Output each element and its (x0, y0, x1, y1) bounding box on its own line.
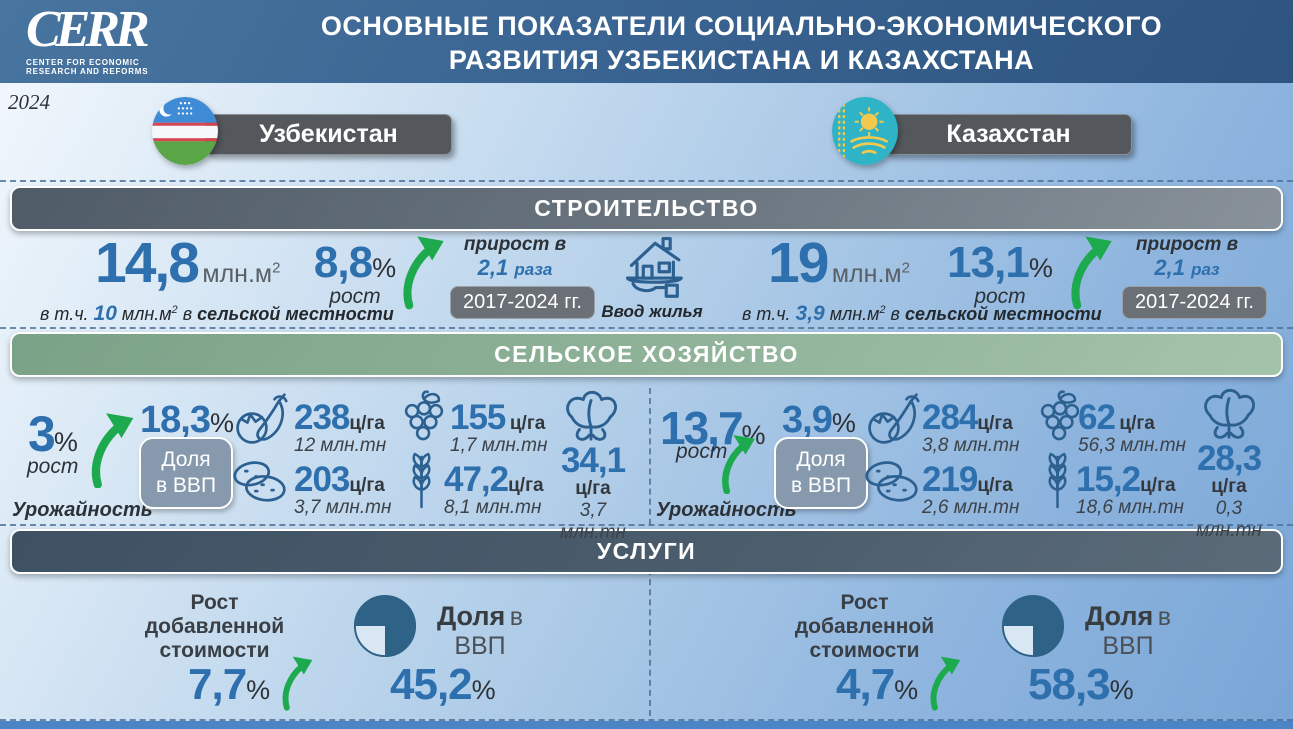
cotton-icon (1198, 386, 1260, 442)
section-agriculture-header: СЕЛЬСКОЕ ХОЗЯЙСТВО (10, 332, 1283, 377)
bottom-strip (0, 721, 1293, 729)
country-label-uzbekistan: Узбекистан (205, 114, 452, 155)
section-construction-header: СТРОИТЕЛЬСТВО (10, 186, 1283, 231)
wheat-icon (408, 451, 435, 511)
pie-chart-icon (352, 593, 418, 659)
grapes-icon (1038, 389, 1082, 446)
uz-crop-potatoes: 203ц/га 3,7 млн.тн (294, 460, 392, 518)
uz-period-badge: 2017-2024 гг. (450, 286, 595, 319)
page-title: ОСНОВНЫЕ ПОКАЗАТЕЛИ СОЦИАЛЬНО-ЭКОНОМИЧЕС… (320, 11, 1163, 75)
pie-chart-icon (1000, 593, 1066, 659)
uz-crop-wheat: 47,2ц/га 8,1 млн.тн (444, 460, 544, 518)
growth-arrow-icon (88, 412, 136, 488)
grapes-icon (402, 389, 446, 446)
vegetables-icon (864, 392, 922, 446)
kz-crop-wheat: 15,2ц/га 18,6 млн.тн (1076, 460, 1185, 518)
uz-gdp-share-box: Доля в ВВП (139, 437, 233, 509)
divider (0, 327, 1293, 329)
wheat-icon (1044, 451, 1071, 511)
uz-agri-growth-label: рост (27, 455, 79, 478)
kz-yield-label: Урожайность (656, 499, 797, 521)
housing-commissioning-label: Ввод жилья (601, 302, 703, 321)
housing-commissioning-icon (614, 233, 690, 301)
divider (0, 719, 1293, 721)
uzbekistan-flag-icon (152, 97, 218, 165)
kz-crop-grapes: 62 ц/га 56,3 млн.тн (1078, 398, 1187, 456)
cerr-logo: CERR CENTER FOR ECONOMIC RESEARCH AND RE… (26, 1, 150, 77)
kz-crop-cotton: 28,3 ц/га 0,3 млн.тн (1196, 439, 1262, 541)
kz-gdp-share-box: Доля в ВВП (774, 437, 868, 509)
kz-agri-growth: 13,7% (660, 402, 766, 454)
cotton-icon (560, 388, 622, 444)
kz-construction-gain: прирост в 2,1 раз (1135, 234, 1239, 280)
kz-gdp-share: 3,9% (782, 399, 856, 441)
growth-arrow-icon (716, 434, 760, 494)
uz-construction-gain: прирост в 2,1 раза (463, 234, 567, 280)
kz-crop-vegetables: 284ц/га 3,8 млн.тн (922, 398, 1020, 456)
growth-arrow-icon (400, 233, 446, 311)
uz-construction-growth: 8,8% рост (313, 238, 397, 308)
kz-gdp-share-title: Доля в ВВП (1084, 601, 1172, 660)
cerr-logo-text: CERR (26, 1, 150, 58)
uz-construction-note: в т.ч. 10 млн.м2 в сельской местности (40, 302, 394, 325)
divider (0, 524, 1293, 526)
uz-crop-grapes: 155 ц/га 1,7 млн.тн (450, 398, 548, 456)
kz-construction-note: в т.ч. 3,9 млн.м2 в сельской местности (742, 302, 1102, 325)
header-band: CERR CENTER FOR ECONOMIC RESEARCH AND RE… (0, 0, 1293, 83)
kz-crop-potatoes: 219ц/га 2,6 млн.тн (922, 460, 1020, 518)
kz-agri-growth-label: рост (676, 440, 728, 463)
uz-gdp-share-title: Доля в ВВП (436, 601, 524, 660)
uz-crop-vegetables: 238ц/га 12 млн.тн (294, 398, 387, 456)
potatoes-icon (230, 459, 288, 505)
section-services-header: УСЛУГИ (10, 529, 1283, 574)
uz-services-label: Рост добавленной стоимости (144, 591, 285, 662)
kz-services-share: 58,3% (1028, 660, 1134, 709)
divider (0, 180, 1293, 182)
kz-services-growth: 4,7% (836, 660, 919, 709)
vegetables-icon (232, 392, 290, 446)
kz-period-badge: 2017-2024 гг. (1122, 286, 1267, 319)
year-label: 2024 (8, 90, 50, 114)
potatoes-icon (862, 459, 920, 505)
growth-arrow-icon (280, 655, 314, 711)
uz-services-growth: 7,7% (188, 660, 271, 709)
cerr-logo-subtext: CENTER FOR ECONOMIC RESEARCH AND REFORMS (26, 58, 149, 76)
growth-arrow-icon (1068, 233, 1114, 311)
uz-gdp-share: 18,3% (140, 399, 234, 441)
uz-agri-growth: 3% (28, 406, 78, 462)
uz-services-share: 45,2% (390, 660, 496, 709)
country-label-kazakhstan: Казахстан (885, 114, 1132, 155)
uz-crop-cotton: 34,1 ц/га 3,7 млн.тн (560, 441, 626, 543)
kazakhstan-flag-icon (832, 97, 898, 165)
growth-arrow-icon (928, 655, 962, 711)
kz-housing-volume: 19 млн.м2 (768, 231, 910, 295)
uz-housing-volume: 14,8 млн.м2 (95, 231, 281, 295)
kz-construction-growth: 13,1% рост (947, 238, 1053, 308)
kz-services-label: Рост добавленной стоимости (794, 591, 935, 662)
uz-yield-label: Урожайность (12, 499, 153, 521)
